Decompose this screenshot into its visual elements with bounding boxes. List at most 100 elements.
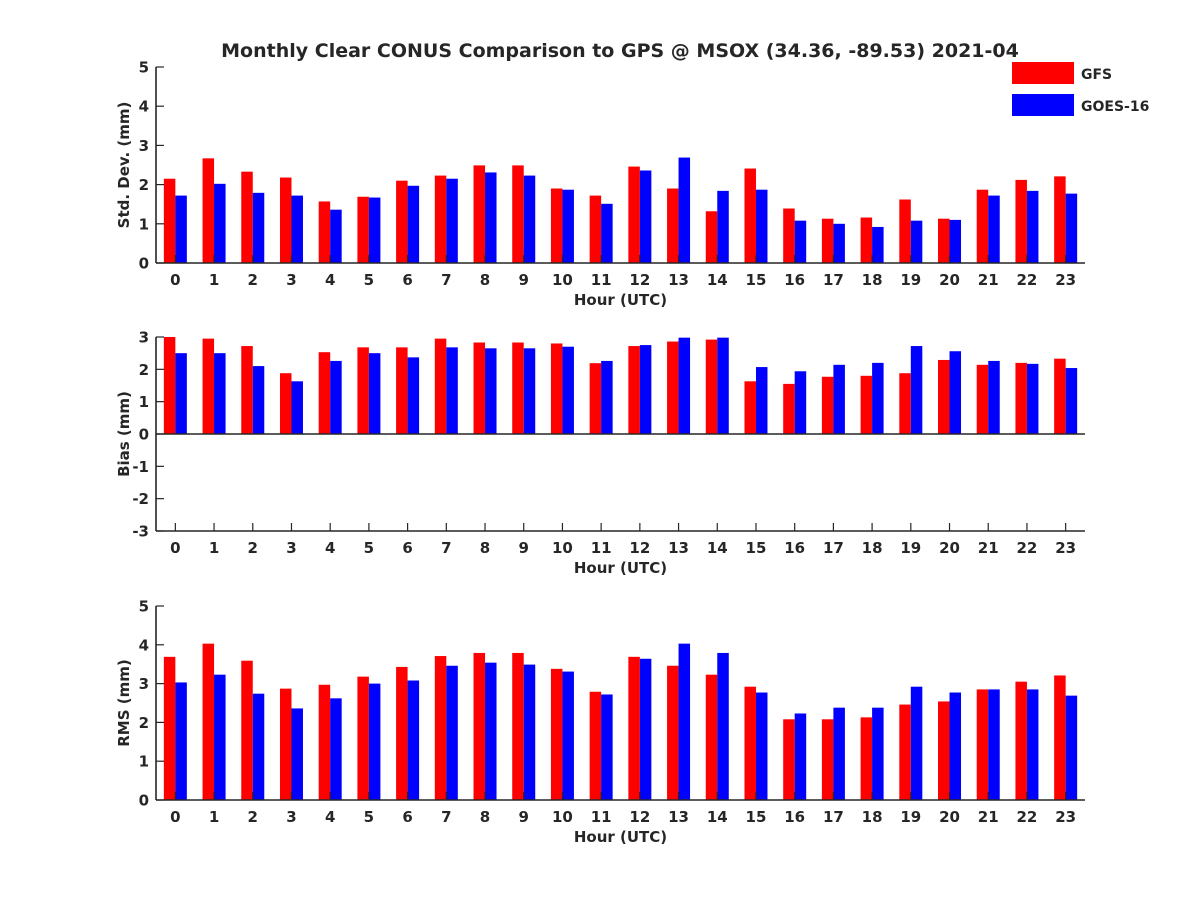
x-tick-label: 0 (170, 271, 180, 289)
x-tick-label: 21 (978, 271, 999, 289)
bar-gfs-5 (357, 196, 369, 263)
bar-gfs-19 (899, 373, 911, 434)
x-tick-label: 12 (629, 271, 650, 289)
y-tick-label: -2 (132, 490, 149, 508)
bar-goes-16-20 (949, 692, 962, 800)
bar-gfs-15 (744, 168, 756, 263)
bar-gfs-17 (821, 376, 834, 434)
bar-gfs-0 (163, 178, 176, 263)
y-tick-label: 1 (139, 393, 149, 411)
bar-gfs-1 (202, 643, 215, 800)
y-tick-label: -1 (132, 458, 149, 476)
bar-goes-16-10 (562, 189, 574, 263)
x-tick-label: 6 (402, 539, 412, 557)
bar-gfs-23 (1054, 176, 1066, 263)
bar-goes-16-4 (330, 698, 342, 800)
y-tick-label: 2 (139, 361, 149, 379)
bar-goes-16-13 (678, 337, 691, 434)
bar-goes-16-11 (601, 694, 613, 800)
y-tick-label: 2 (139, 714, 149, 732)
bar-goes-16-11 (601, 203, 613, 263)
x-tick-label: 1 (209, 271, 219, 289)
x-tick-label: 9 (519, 808, 529, 826)
bar-goes-16-1 (214, 183, 226, 263)
bar-gfs-18 (860, 375, 873, 434)
x-tick-label: 18 (862, 808, 883, 826)
x-tick-label: 16 (784, 539, 805, 557)
bar-gfs-16 (783, 208, 795, 263)
bar-goes-16-5 (368, 197, 381, 263)
bar-goes-16-13 (678, 157, 691, 263)
bar-gfs-23 (1054, 675, 1066, 800)
x-tick-label: 23 (1055, 808, 1076, 826)
x-tick-label: 15 (746, 271, 767, 289)
bar-gfs-6 (396, 666, 408, 800)
bar-goes-16-18 (872, 707, 884, 800)
bar-gfs-6 (396, 347, 408, 434)
bar-goes-16-17 (833, 223, 845, 263)
bar-goes-16-9 (523, 664, 536, 800)
bar-goes-16-7 (446, 178, 458, 263)
x-tick-label: 21 (978, 808, 999, 826)
bar-goes-16-7 (446, 665, 458, 800)
bar-goes-16-15 (755, 692, 768, 800)
bar-goes-16-3 (291, 381, 303, 434)
bar-gfs-4 (318, 352, 331, 434)
bar-goes-16-14 (717, 190, 729, 263)
x-tick-label: 3 (286, 271, 296, 289)
x-tick-label: 2 (248, 271, 258, 289)
bar-gfs-3 (279, 177, 292, 263)
bar-goes-16-7 (446, 347, 458, 434)
y-tick-label: 1 (139, 215, 149, 233)
x-tick-label: 20 (939, 271, 960, 289)
bar-gfs-7 (434, 175, 447, 263)
bar-gfs-18 (860, 217, 873, 263)
bar-goes-16-5 (368, 353, 381, 434)
bar-gfs-8 (473, 342, 486, 434)
bar-goes-16-2 (252, 693, 265, 800)
x-tick-label: 0 (170, 808, 180, 826)
x-tick-label: 8 (480, 271, 490, 289)
bar-goes-16-1 (214, 353, 226, 434)
bar-goes-16-21 (988, 689, 1000, 800)
bar-goes-16-18 (872, 226, 884, 263)
bar-gfs-21 (976, 689, 989, 800)
y-tick-label: 2 (139, 176, 149, 194)
bar-goes-16-12 (639, 658, 652, 800)
bar-gfs-10 (550, 343, 563, 434)
bar-gfs-14 (705, 339, 718, 434)
x-tick-label: 5 (364, 539, 374, 557)
bar-goes-16-16 (794, 713, 807, 800)
x-tick-label: 19 (900, 539, 921, 557)
y-tick-label: 5 (139, 598, 149, 616)
bar-gfs-11 (589, 691, 602, 800)
bar-gfs-2 (241, 346, 253, 434)
bar-gfs-20 (938, 701, 950, 800)
legend-label: GOES-16 (1081, 99, 1149, 115)
bar-goes-16-9 (523, 348, 536, 434)
y-tick-label: 0 (139, 255, 149, 273)
bar-goes-16-22 (1026, 689, 1039, 800)
x-tick-label: 7 (441, 539, 451, 557)
bar-goes-16-16 (794, 220, 807, 263)
x-tick-label: 19 (900, 271, 921, 289)
bar-goes-16-16 (794, 371, 807, 434)
x-tick-label: 14 (707, 539, 728, 557)
x-tick-label: 11 (591, 539, 612, 557)
x-tick-label: 10 (552, 271, 573, 289)
bar-goes-16-4 (330, 209, 342, 263)
x-tick-label: 17 (823, 539, 844, 557)
x-tick-label: 1 (209, 539, 219, 557)
bar-gfs-19 (899, 704, 911, 800)
bar-gfs-13 (667, 188, 679, 263)
bar-gfs-1 (202, 158, 215, 263)
x-tick-label: 16 (784, 808, 805, 826)
bar-gfs-6 (396, 180, 408, 263)
x-tick-label: 12 (629, 539, 650, 557)
x-tick-label: 1 (209, 808, 219, 826)
bar-goes-16-8 (485, 662, 497, 800)
bar-gfs-2 (241, 171, 253, 263)
x-tick-label: 3 (286, 539, 296, 557)
bar-gfs-21 (976, 189, 989, 263)
